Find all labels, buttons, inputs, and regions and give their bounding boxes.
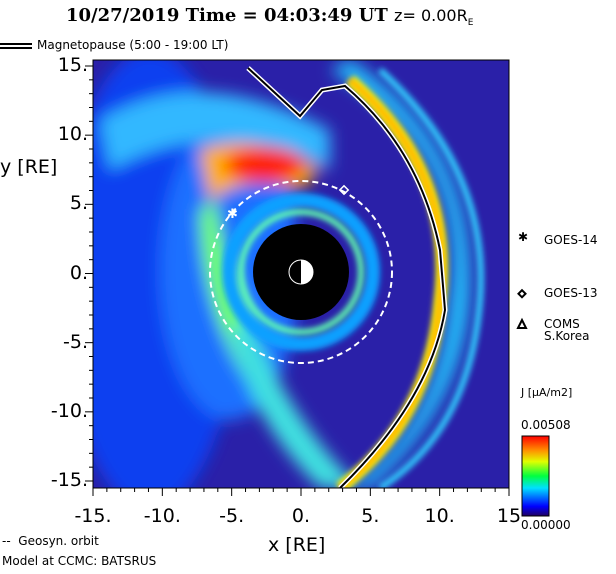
axis-ticks [85,65,510,496]
x-tick-label: 15 [496,505,522,527]
x-tick-label: 5. [361,505,380,527]
geosync-orbit [209,180,393,364]
coms-label: COMS S.Korea [544,317,590,343]
magnetopause-legend-line [0,43,32,49]
x-tick-label: 0. [291,505,311,527]
colorbar-min: 0.00000 [521,518,571,532]
goes14-legend-icon: ✱ [518,230,528,244]
coms-legend-icon [516,317,528,329]
y-tick-label: 15. [57,54,88,76]
colorbar-max: 0.00508 [521,418,571,432]
goes14-marker: ✱ [227,207,238,222]
x-tick-label: -5. [219,505,245,527]
x-axis-label: x [RE] [268,534,326,556]
goes13-label: GOES-13 [544,286,598,300]
y-tick-label: -5. [63,330,88,353]
y-tick-label: 5. [69,192,88,215]
goes13-legend-icon [517,288,527,299]
y-tick-label: 10. [57,123,88,146]
goes13-marker [338,184,350,196]
geosync-legend: -- Geosyn. orbit [2,534,99,548]
current-density-field: ✱ [93,60,509,488]
y-tick-label: -10. [50,399,88,422]
y-axis-label: y [RE] [0,156,58,178]
colorbar-label: J [µA/m2] [521,386,573,399]
magnetopause-legend-label: Magnetopause (5:00 - 19:00 LT) [37,38,229,52]
y-tick-label: 0. [69,261,88,284]
footer-credit: Model at CCMC: BATSRUS [2,554,157,568]
x-tick-label: -15. [74,505,112,527]
x-tick-label: 10. [424,505,455,527]
goes14-label: GOES-14 [544,233,598,247]
plot-title: 10/27/2019 Time = 04:03:49 UT z= 0.00RE [66,5,474,29]
y-tick-label: -15. [50,469,88,491]
colorbar [521,435,550,517]
x-tick-label: -10. [143,505,181,527]
